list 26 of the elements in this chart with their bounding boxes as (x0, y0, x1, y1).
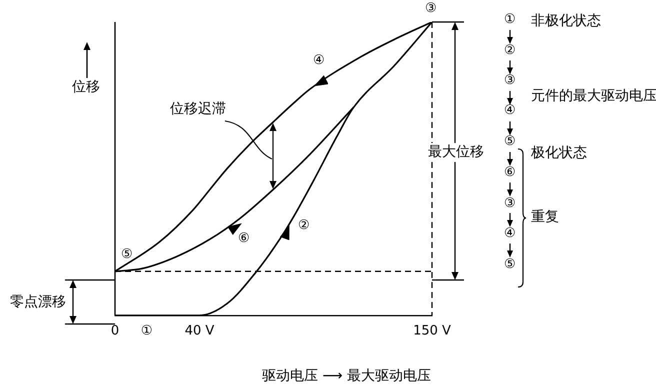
annotation: 位移迟滞 (170, 101, 226, 118)
annotation: ⑤ (121, 247, 133, 263)
text: ⑤ (504, 134, 516, 150)
x-tick-label: ① (140, 324, 153, 339)
y-axis-title: 位移 (72, 78, 100, 96)
x-tick-label: 40 V (184, 324, 214, 339)
text: ④ (504, 103, 516, 119)
text: 非极化状态 (531, 13, 601, 30)
x-axis-title: 驱动电压 ⟶ 最大驱动电压 (262, 367, 431, 385)
text: ⑥ (504, 165, 516, 181)
text: ⑤ (504, 257, 516, 273)
annotation: ② (298, 218, 310, 234)
text: ① (504, 12, 516, 28)
text: 极化状态 (531, 145, 587, 162)
text: ② (504, 43, 516, 59)
text: ④ (504, 226, 516, 242)
x-tick-label: 150 V (413, 324, 452, 339)
text: ③ (504, 196, 516, 212)
text: ③ (504, 73, 516, 89)
x-tick-label: 0 (110, 324, 120, 339)
text: 零点漂移 (10, 294, 66, 311)
text: ③ (425, 1, 437, 17)
annotation: 最大位移 (428, 143, 484, 162)
annotation: ⑥ (238, 231, 250, 247)
text: 重复 (531, 209, 559, 226)
annotation: ④ (313, 53, 325, 69)
